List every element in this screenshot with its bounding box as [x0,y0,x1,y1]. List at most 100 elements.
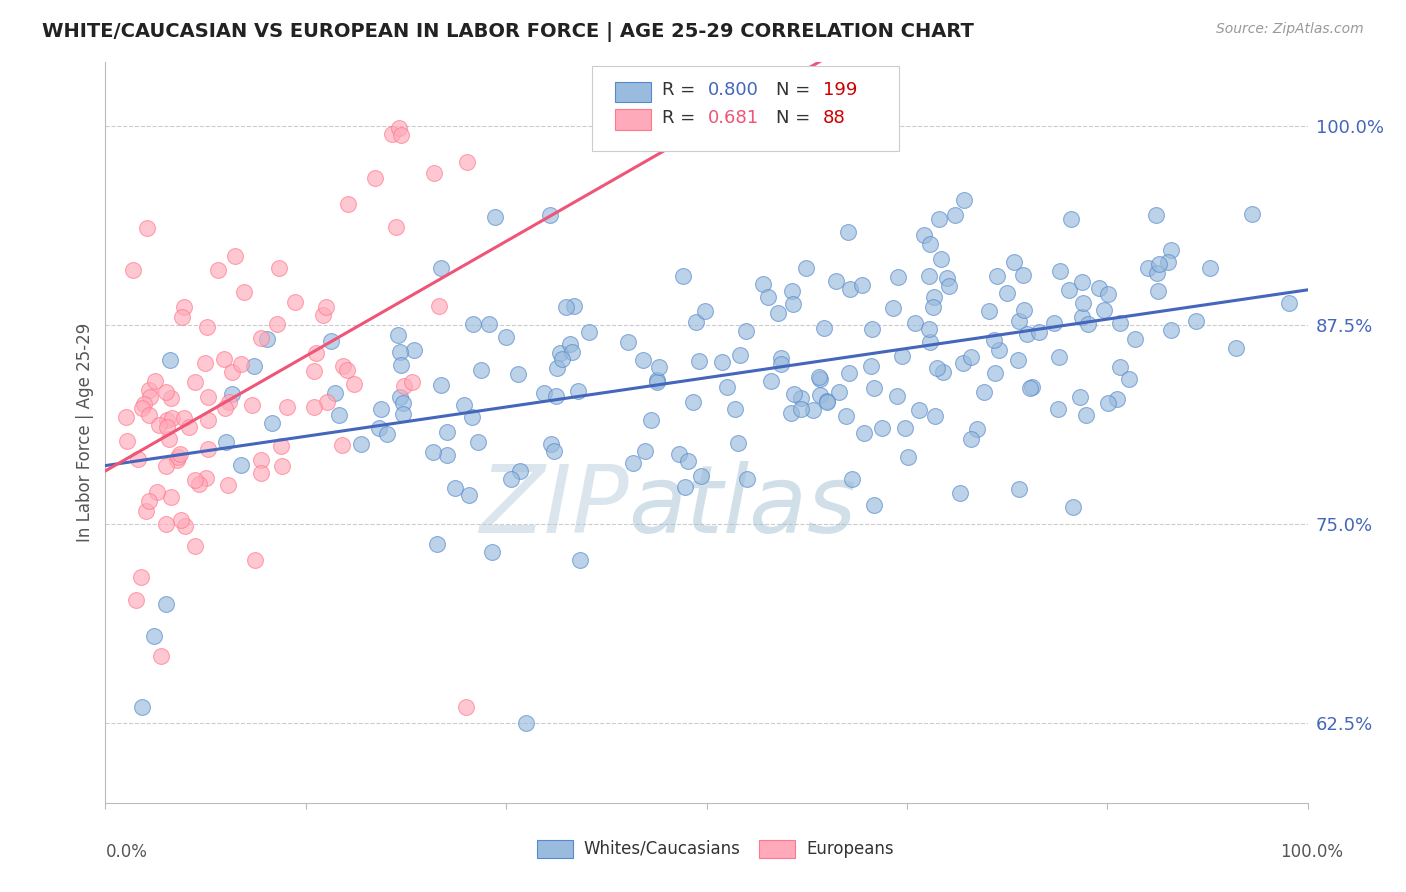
Point [155,385,177,400]
Point [1136,261,1159,276]
Point [617,334,640,349]
Point [920,236,942,251]
Point [385,219,408,234]
Point [1147,257,1170,271]
Point [207,262,229,277]
Point [1225,341,1247,355]
Point [758,290,780,304]
Point [728,348,751,362]
Point [143,374,166,388]
Point [367,421,389,435]
Point [160,490,183,504]
Point [645,376,668,390]
Point [801,402,824,417]
Point [938,279,960,293]
Point [160,391,183,405]
Point [808,370,831,384]
Text: 88: 88 [823,109,846,127]
Point [508,367,530,381]
Point [838,282,860,296]
Text: 0.800: 0.800 [707,81,759,99]
Point [155,597,177,611]
Point [1060,212,1083,227]
Point [321,334,343,349]
Point [330,438,353,452]
Point [815,393,838,408]
Point [260,416,283,430]
Point [131,401,153,416]
Point [862,381,884,395]
Point [389,358,412,372]
Point [891,349,914,363]
Point [170,512,193,526]
Point [316,394,339,409]
Point [770,357,793,371]
Point [1160,323,1182,337]
Point [789,391,811,405]
Point [924,409,946,423]
Point [188,477,211,491]
Point [634,444,657,458]
Point [430,378,453,392]
Point [682,395,704,409]
Point [436,448,458,462]
Point [436,425,458,439]
Point [761,374,783,388]
Point [918,269,941,284]
Point [1021,380,1043,394]
Point [156,413,179,427]
Point [427,299,450,313]
FancyBboxPatch shape [537,840,574,857]
Point [377,426,399,441]
Point [394,379,416,393]
Point [631,353,654,368]
Point [478,317,501,331]
Point [1157,255,1180,269]
Text: R =: R = [662,109,702,127]
Point [243,552,266,566]
Point [304,400,326,414]
Point [173,300,195,314]
Point [173,411,195,425]
Point [648,359,671,374]
Point [752,277,775,292]
Point [1144,208,1167,222]
Point [115,409,138,424]
Point [887,269,910,284]
Point [904,316,927,330]
Point [159,352,181,367]
Text: R =: R = [662,81,702,99]
Point [444,481,467,495]
Point [555,300,578,314]
Point [391,396,413,410]
Point [266,317,288,331]
Point [544,389,567,403]
Point [543,443,565,458]
Point [231,458,253,472]
Point [918,334,941,349]
Point [808,372,831,386]
Point [169,447,191,461]
Text: N =: N = [776,81,817,99]
Point [860,322,883,336]
FancyBboxPatch shape [759,840,796,857]
FancyBboxPatch shape [616,109,651,130]
Point [184,376,207,390]
Point [533,386,555,401]
Point [882,301,904,315]
Point [276,400,298,414]
Point [1007,352,1029,367]
Point [668,447,690,461]
Point [129,569,152,583]
Point [689,469,711,483]
Point [315,301,337,315]
Point [194,471,217,485]
Point [695,303,717,318]
Point [1049,263,1071,277]
Point [1047,351,1070,365]
Point [332,359,354,374]
Point [921,301,943,315]
Point [825,275,848,289]
Point [928,212,950,227]
Point [172,310,194,324]
